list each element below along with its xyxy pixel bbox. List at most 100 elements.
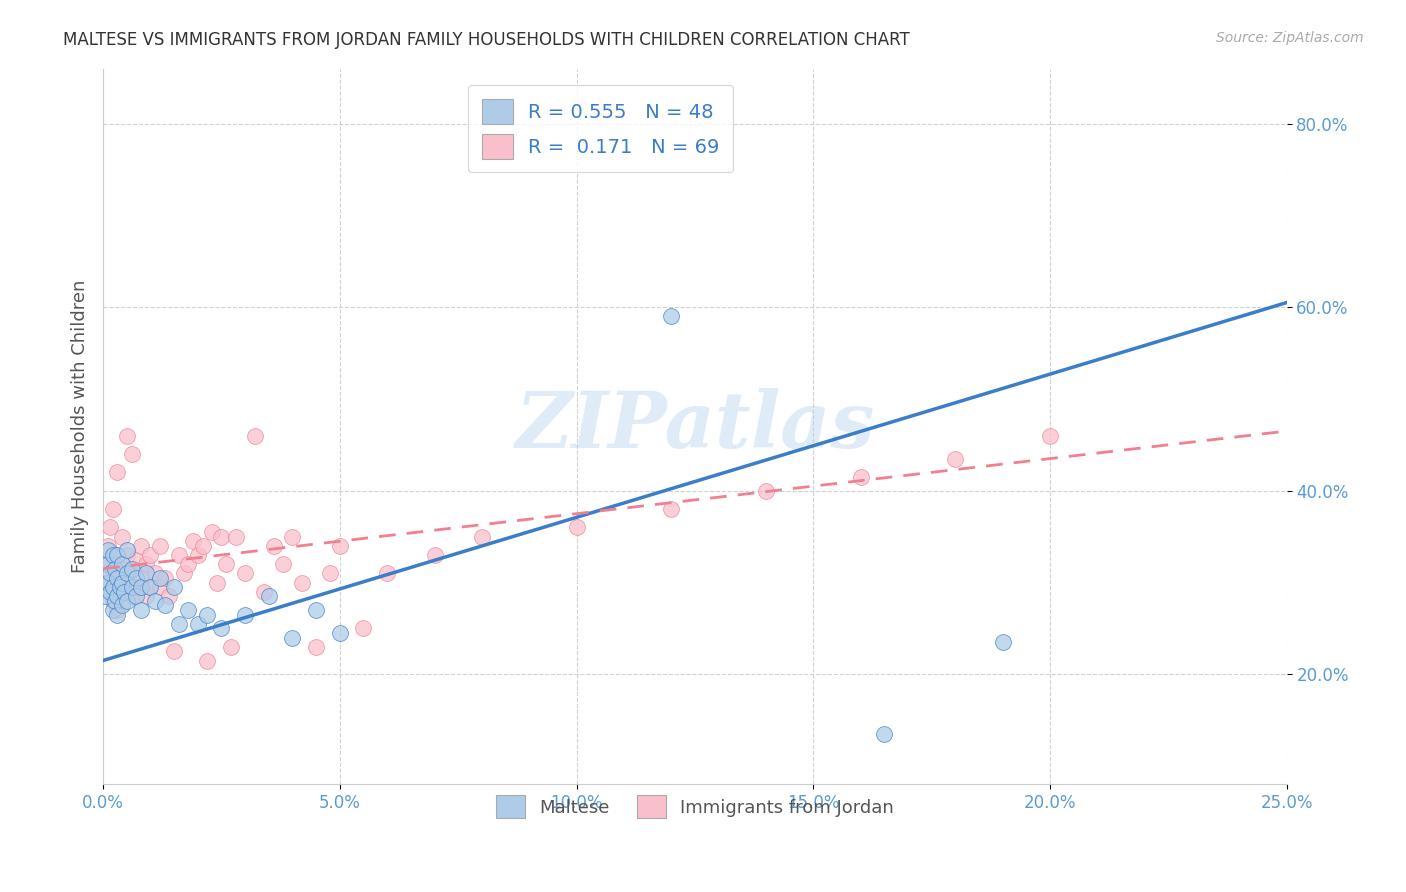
Point: [97, 557, 120, 571]
Point: [108, 580, 131, 594]
Point: [291, 575, 314, 590]
Point: [149, 580, 172, 594]
Point: [101, 566, 124, 581]
Point: [101, 548, 124, 562]
Point: [187, 616, 209, 631]
Point: [135, 566, 157, 581]
Point: [94, 589, 117, 603]
Point: [329, 539, 352, 553]
Point: [105, 589, 128, 603]
Point: [105, 466, 128, 480]
Point: [163, 644, 186, 658]
Point: [105, 548, 128, 562]
Text: Source: ZipAtlas.com: Source: ZipAtlas.com: [1216, 31, 1364, 45]
Point: [219, 640, 242, 654]
Point: [115, 428, 138, 442]
Point: [121, 562, 143, 576]
Point: [271, 557, 294, 571]
Point: [225, 530, 247, 544]
Point: [115, 548, 138, 562]
Text: ZIPatlas: ZIPatlas: [515, 388, 875, 465]
Point: [755, 483, 778, 498]
Point: [129, 603, 152, 617]
Point: [115, 575, 138, 590]
Point: [104, 575, 127, 590]
Point: [125, 552, 148, 566]
Point: [125, 571, 148, 585]
Point: [215, 557, 238, 571]
Point: [121, 562, 143, 576]
Point: [211, 530, 233, 544]
Point: [233, 607, 256, 622]
Point: [1039, 428, 1062, 442]
Point: [97, 557, 120, 571]
Point: [943, 451, 966, 466]
Point: [139, 548, 162, 562]
Point: [143, 594, 166, 608]
Point: [243, 428, 266, 442]
Point: [111, 530, 134, 544]
Point: [281, 631, 304, 645]
Point: [104, 594, 127, 608]
Point: [163, 580, 186, 594]
Point: [114, 584, 136, 599]
Point: [253, 584, 276, 599]
Point: [101, 580, 124, 594]
Point: [129, 580, 152, 594]
Point: [257, 589, 280, 603]
Point: [129, 571, 152, 585]
Point: [125, 589, 148, 603]
Point: [115, 543, 138, 558]
Point: [471, 530, 494, 544]
Point: [195, 607, 218, 622]
Point: [97, 539, 120, 553]
Point: [105, 607, 128, 622]
Point: [149, 539, 172, 553]
Point: [135, 557, 157, 571]
Point: [139, 580, 162, 594]
Point: [873, 727, 896, 741]
Point: [153, 599, 176, 613]
Point: [143, 566, 166, 581]
Point: [115, 594, 138, 608]
Point: [121, 589, 143, 603]
Point: [111, 599, 134, 613]
Point: [125, 580, 148, 594]
Point: [101, 502, 124, 516]
Point: [157, 589, 180, 603]
Point: [195, 653, 218, 667]
Point: [97, 575, 120, 590]
Point: [105, 603, 128, 617]
Point: [135, 589, 157, 603]
Text: MALTESE VS IMMIGRANTS FROM JORDAN FAMILY HOUSEHOLDS WITH CHILDREN CORRELATION CH: MALTESE VS IMMIGRANTS FROM JORDAN FAMILY…: [63, 31, 910, 49]
Point: [305, 603, 328, 617]
Point: [659, 502, 682, 516]
Point: [111, 557, 134, 571]
Point: [104, 562, 127, 576]
Point: [98, 566, 121, 581]
Point: [177, 603, 200, 617]
Point: [121, 447, 143, 461]
Point: [233, 566, 256, 581]
Point: [659, 310, 682, 324]
Point: [849, 470, 872, 484]
Point: [305, 640, 328, 654]
Point: [211, 621, 233, 635]
Point: [353, 621, 375, 635]
Point: [105, 571, 128, 585]
Point: [173, 566, 195, 581]
Point: [263, 539, 285, 553]
Point: [149, 571, 172, 585]
Point: [98, 584, 121, 599]
Point: [181, 534, 204, 549]
Point: [98, 584, 121, 599]
Point: [139, 580, 162, 594]
Point: [101, 603, 124, 617]
Point: [191, 539, 214, 553]
Point: [101, 594, 124, 608]
Point: [167, 616, 190, 631]
Point: [177, 557, 200, 571]
Point: [423, 548, 446, 562]
Y-axis label: Family Households with Children: Family Households with Children: [72, 280, 89, 574]
Point: [111, 575, 134, 590]
